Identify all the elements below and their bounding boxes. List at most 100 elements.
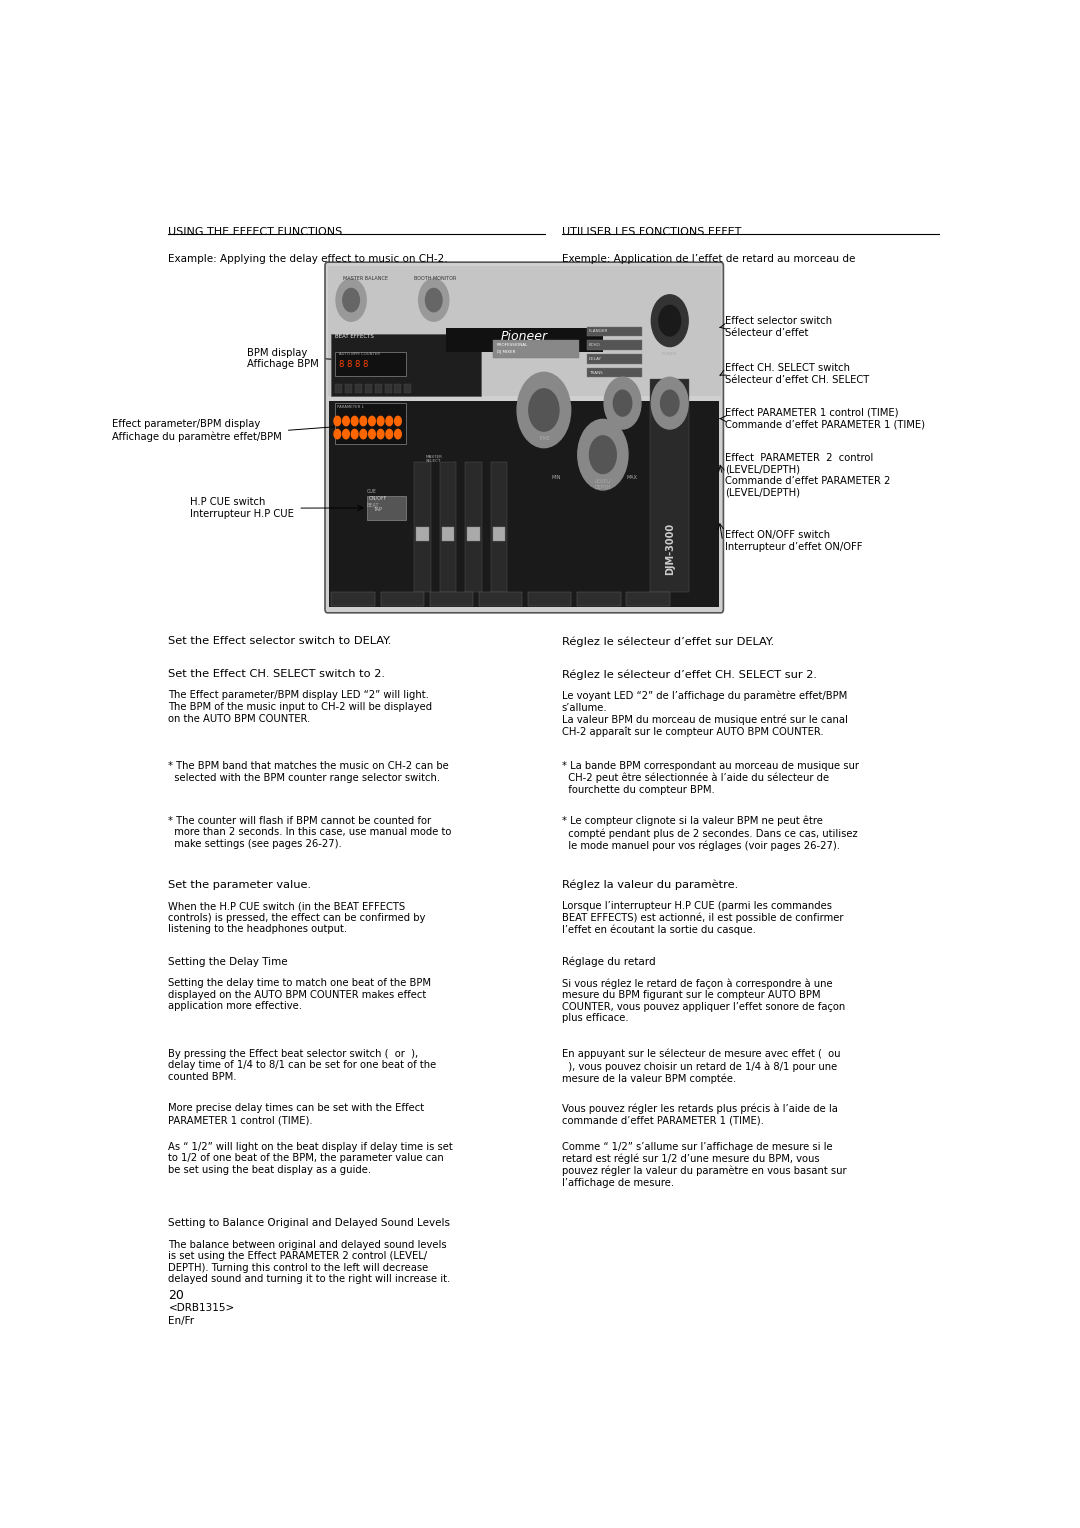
Text: When the H.P CUE switch (in the BEAT EFFECTS
controls) is pressed, the effect ca: When the H.P CUE switch (in the BEAT EFF… [168, 902, 426, 934]
Bar [404, 384, 411, 393]
Circle shape [351, 429, 357, 439]
Bar [650, 379, 689, 591]
Text: Set the Effect selector switch to DELAY.: Set the Effect selector switch to DELAY. [168, 636, 392, 646]
Text: Setting the Delay Time: Setting the Delay Time [168, 957, 288, 967]
Text: TRANS: TRANS [589, 370, 603, 374]
Text: Effect parameter/BPM display
Affichage du paramètre effet/BPM: Effect parameter/BPM display Affichage d… [111, 419, 282, 442]
Text: More precise delay times can be set with the Effect
PARAMETER 1 control (TIME).: More precise delay times can be set with… [168, 1103, 424, 1125]
Circle shape [334, 429, 340, 439]
Text: Effect CH. SELECT switch
Sélecteur d’effet CH. SELECT: Effect CH. SELECT switch Sélecteur d’eff… [725, 364, 869, 385]
Text: Lorsque l’interrupteur H.P CUE (parmi les commandes
BEAT EFFECTS) est actionné, : Lorsque l’interrupteur H.P CUE (parmi le… [562, 902, 843, 935]
Text: * The counter will flash if BPM cannot be counted for
  more than 2 seconds. In : * The counter will flash if BPM cannot b… [168, 816, 451, 850]
Bar [446, 327, 603, 351]
Bar [365, 384, 372, 393]
Text: BOOTH MONITOR: BOOTH MONITOR [414, 277, 457, 281]
Circle shape [368, 429, 376, 439]
Circle shape [368, 416, 376, 426]
Bar [336, 403, 406, 445]
Text: Le voyant LED “2” de l’affichage du paramètre effet/BPM
s’allume.
La valeur BPM : Le voyant LED “2” de l’affichage du para… [562, 691, 848, 736]
Text: ON/OFF: ON/OFF [368, 497, 388, 501]
Text: ECHO: ECHO [589, 342, 600, 347]
Text: En/Fr: En/Fr [168, 1317, 194, 1326]
Circle shape [394, 416, 402, 426]
Text: DELAY: DELAY [589, 356, 603, 361]
Circle shape [386, 429, 393, 439]
Text: 20: 20 [168, 1290, 185, 1302]
Circle shape [334, 416, 340, 426]
Bar [336, 384, 342, 393]
Text: MAX: MAX [626, 475, 637, 480]
Bar [430, 591, 473, 605]
Bar [332, 335, 481, 396]
Text: POWER: POWER [662, 351, 677, 356]
Bar [367, 497, 406, 520]
Circle shape [661, 390, 679, 416]
Bar [329, 400, 719, 607]
Circle shape [394, 429, 402, 439]
Text: * Le compteur clignote si la valeur BPM ne peut être
  compté pendant plus de 2 : * Le compteur clignote si la valeur BPM … [562, 816, 858, 851]
Text: FLANGER: FLANGER [589, 329, 608, 333]
Text: USING THE EFFECT FUNCTIONS: USING THE EFFECT FUNCTIONS [168, 226, 342, 237]
Bar [478, 591, 523, 605]
Bar [394, 384, 402, 393]
Bar [327, 266, 721, 396]
Text: En appuyant sur le sélecteur de mesure avec effet (  ou
  ), vous pouvez choisir: En appuyant sur le sélecteur de mesure a… [562, 1048, 840, 1083]
Text: BEAT EFFECTS: BEAT EFFECTS [336, 335, 375, 339]
Circle shape [377, 416, 384, 426]
Text: DJ MIXER: DJ MIXER [497, 350, 515, 354]
Circle shape [578, 419, 627, 490]
Bar [380, 591, 423, 605]
Text: MIN: MIN [552, 475, 562, 480]
Text: PROFESSIONAL: PROFESSIONAL [497, 342, 528, 347]
Circle shape [517, 373, 570, 448]
Text: MASTER BALANCE: MASTER BALANCE [343, 277, 388, 281]
Text: Setting the delay time to match one beat of the BPM
displayed on the AUTO BPM CO: Setting the delay time to match one beat… [168, 978, 432, 1012]
Text: As “ 1/2” will light on the beat display if delay time is set
to 1/2 of one beat: As “ 1/2” will light on the beat display… [168, 1141, 454, 1175]
Text: Example: Applying the delay effect to music on CH-2.: Example: Applying the delay effect to mu… [168, 254, 448, 264]
Circle shape [386, 416, 393, 426]
Text: BEAT: BEAT [367, 503, 379, 507]
Circle shape [360, 429, 366, 439]
Circle shape [604, 377, 640, 429]
Text: CUE: CUE [367, 489, 377, 494]
Text: The Effect parameter/BPM display LED “2” will light.
The BPM of the music input : The Effect parameter/BPM display LED “2”… [168, 691, 433, 724]
Text: TAP: TAP [373, 507, 381, 512]
Circle shape [590, 435, 617, 474]
Bar [416, 527, 429, 541]
Bar [492, 339, 579, 359]
Text: Setting to Balance Original and Delayed Sound Levels: Setting to Balance Original and Delayed … [168, 1218, 450, 1229]
Bar [414, 461, 431, 591]
Circle shape [351, 416, 357, 426]
Text: H.P CUE switch
Interrupteur H.P CUE: H.P CUE switch Interrupteur H.P CUE [190, 497, 294, 520]
Bar [332, 591, 375, 605]
Text: Effect selector switch
Sélecteur d’effet: Effect selector switch Sélecteur d’effet [725, 316, 833, 338]
Bar [588, 368, 643, 377]
Bar [440, 461, 456, 591]
Bar [490, 461, 508, 591]
Text: Réglez la valeur du paramètre.: Réglez la valeur du paramètre. [562, 880, 738, 891]
Circle shape [651, 295, 688, 347]
Text: MASTER
SELECT: MASTER SELECT [426, 455, 443, 463]
Text: Comme “ 1/2” s’allume sur l’affichage de mesure si le
retard est réglé sur 1/2 d: Comme “ 1/2” s’allume sur l’affichage de… [562, 1141, 847, 1187]
Text: Pioneer: Pioneer [501, 330, 548, 342]
Text: TIME: TIME [538, 435, 550, 440]
FancyBboxPatch shape [325, 263, 724, 613]
Text: BPM display
Affichage BPM: BPM display Affichage BPM [247, 348, 320, 370]
Circle shape [360, 416, 366, 426]
Text: Réglez le sélecteur d’effet sur DELAY.: Réglez le sélecteur d’effet sur DELAY. [562, 636, 774, 646]
Circle shape [659, 306, 680, 336]
Bar [588, 327, 643, 336]
Text: Effect PARAMETER 1 control (TIME)
Commande d’effet PARAMETER 1 (TIME): Effect PARAMETER 1 control (TIME) Comman… [725, 408, 926, 429]
Bar [588, 341, 643, 350]
Text: By pressing the Effect beat selector switch (  or  ),
delay time of 1/4 to 8/1 c: By pressing the Effect beat selector swi… [168, 1048, 436, 1082]
Bar [578, 591, 621, 605]
Circle shape [377, 429, 384, 439]
Text: PARAMETER 1: PARAMETER 1 [337, 405, 364, 410]
Bar [384, 384, 392, 393]
Text: AUTO BPM COUNTER: AUTO BPM COUNTER [339, 353, 380, 356]
Text: Exemple: Application de l’effet de retard au morceau de
musique sur CH-2.: Exemple: Application de l’effet de retar… [562, 254, 855, 275]
Bar [492, 527, 505, 541]
Bar [442, 527, 455, 541]
Text: <DRB1315>: <DRB1315> [168, 1303, 234, 1314]
Text: LEVEL/
DEPTH: LEVEL/ DEPTH [594, 478, 611, 489]
